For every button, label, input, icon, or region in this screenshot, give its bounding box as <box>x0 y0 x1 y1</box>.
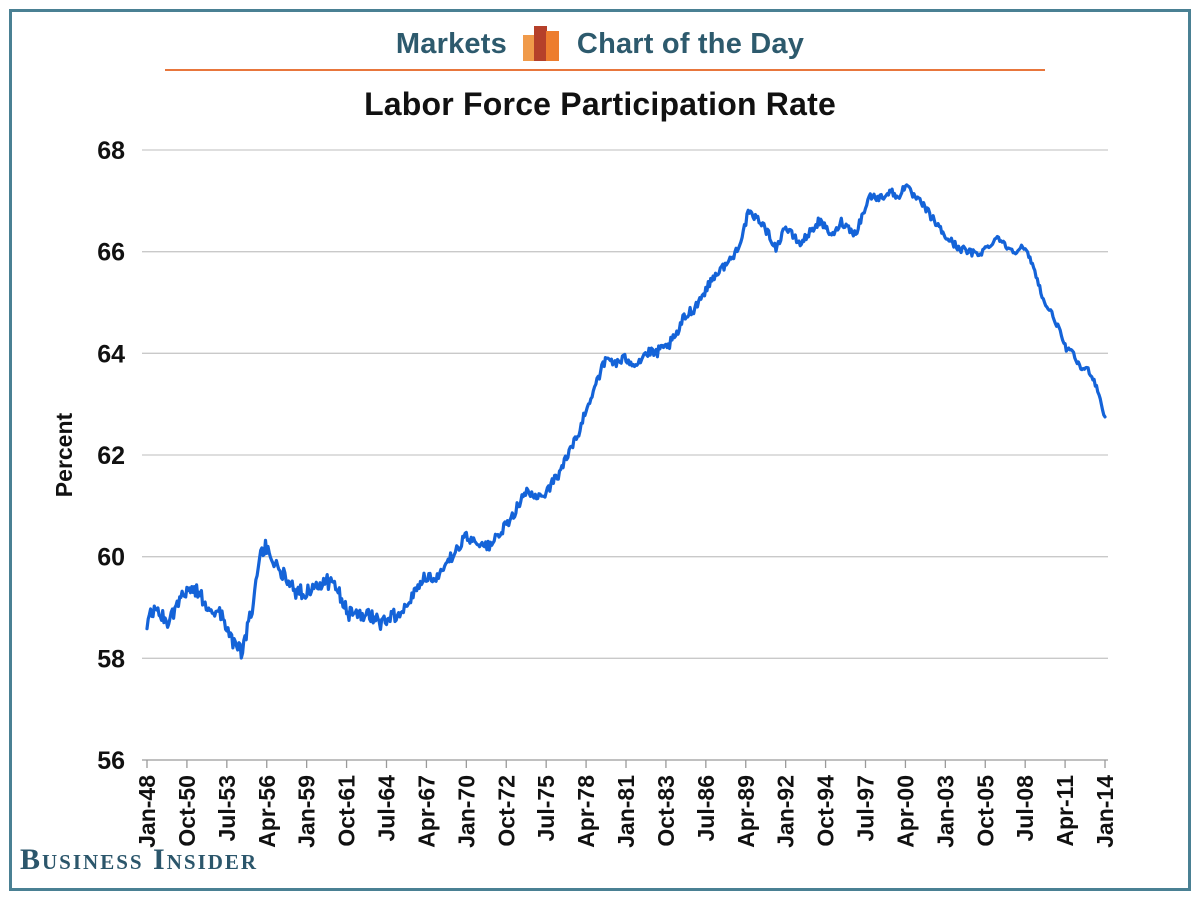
x-tick-label: Oct-83 <box>653 775 679 847</box>
x-tick-label: Jan-48 <box>134 775 160 848</box>
x-tick-label: Jan-81 <box>613 775 639 848</box>
x-tick-label: Apr-56 <box>254 775 280 848</box>
y-tick-label: 56 <box>97 747 125 775</box>
x-tick-label: Jul-75 <box>533 775 559 842</box>
x-tick-label: Jul-08 <box>1012 775 1038 842</box>
x-tick-label: Jan-70 <box>453 775 479 848</box>
x-tick-label: Jan-92 <box>773 775 799 848</box>
bar-chart-icon <box>522 26 559 61</box>
x-tick-label: Oct-61 <box>334 775 360 847</box>
y-axis-title: Percent <box>51 412 77 497</box>
x-tick-label: Jul-53 <box>214 775 240 841</box>
y-tick-label: 60 <box>97 544 125 572</box>
x-tick-label: Oct-05 <box>972 775 998 847</box>
header-section-label: Markets <box>395 27 507 60</box>
business-insider-logo: Business Insider <box>20 843 259 876</box>
y-tick-label: 62 <box>97 442 125 470</box>
x-tick-label: Apr-00 <box>892 775 918 848</box>
chart-title: Labor Force Participation Rate <box>364 86 836 122</box>
x-tick-label: Jan-14 <box>1092 775 1118 848</box>
header-title: Chart of the Day <box>576 27 805 60</box>
x-tick-label: Jan-59 <box>294 775 320 848</box>
y-tick-label: 58 <box>97 645 125 673</box>
y-tick-label: 66 <box>97 239 125 267</box>
participation-rate-line <box>145 183 1107 660</box>
x-tick-label: Oct-94 <box>813 775 839 847</box>
y-tick-label: 64 <box>97 340 125 368</box>
x-tick-label: Apr-11 <box>1052 775 1078 847</box>
x-tick-label: Jul-86 <box>693 775 719 841</box>
header: Markets Chart of the Day <box>0 24 1200 64</box>
x-tick-label: Jul-97 <box>853 775 879 841</box>
x-tick-label: Oct-72 <box>493 775 519 847</box>
x-tick-label: Apr-78 <box>573 775 599 848</box>
header-divider-rule <box>165 69 1045 71</box>
x-tick-label: Apr-89 <box>733 775 759 848</box>
x-tick-label: Apr-67 <box>413 775 439 848</box>
x-tick-label: Oct-50 <box>174 775 200 847</box>
x-tick-label: Jan-03 <box>932 775 958 848</box>
y-tick-label: 68 <box>97 137 125 165</box>
x-tick-label: Jul-64 <box>374 775 400 842</box>
